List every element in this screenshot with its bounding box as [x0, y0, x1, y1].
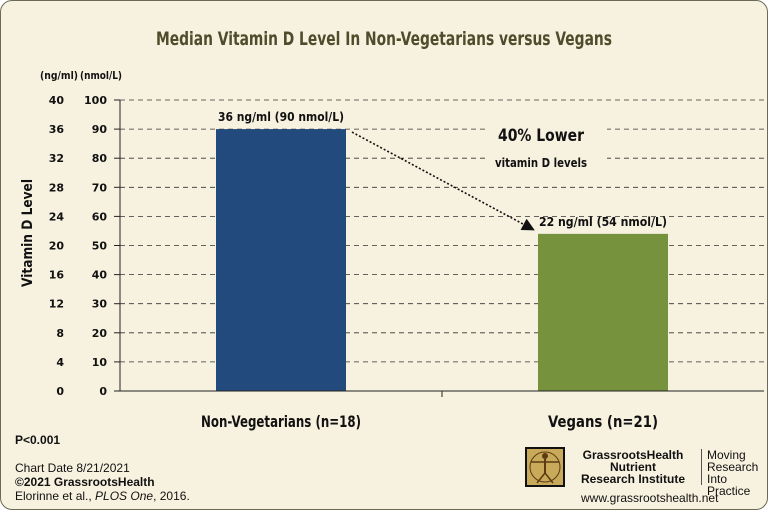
organization-name: GrassrootsHealth Nutrient Research Insti…: [569, 449, 697, 485]
vitruvian-man-icon: [527, 449, 563, 485]
chart-title: Median Vitamin D Level In Non-Vegetarian…: [156, 28, 612, 50]
y-tick-label-nmol: 20: [92, 327, 108, 340]
annotation-headline: 40% Lower: [498, 126, 584, 146]
bar-vegans: [538, 233, 668, 391]
citation: Elorinne et al., PLOS One, 2016.: [15, 489, 190, 503]
annotation-subline: vitamin D levels: [495, 156, 587, 170]
y-tick-label-ng: 36: [49, 123, 65, 136]
tagline-line: Research: [707, 460, 759, 474]
y-tick-label-nmol: 10: [92, 356, 108, 369]
y-tick-label-nmol: 30: [92, 298, 108, 311]
y-tick-label-nmol: 50: [92, 240, 108, 253]
y-tick-label-ng: 40: [49, 94, 65, 107]
y-tick-label-nmol: 100: [84, 94, 107, 107]
tagline-line: Into Practice: [707, 472, 751, 498]
website-url: www.grassrootshealth.net: [581, 491, 719, 505]
copyright: ©2021 GrassrootsHealth: [15, 475, 155, 489]
y-tick-label-ng: 28: [49, 181, 64, 194]
data-label-vegans: 22 ng/ml (54 nmol/L): [539, 215, 667, 229]
category-label-non-vegetarians: Non-Vegetarians (n=18): [201, 412, 361, 431]
tagline-line: Moving: [707, 448, 746, 462]
y-tick-label-ng: 4: [56, 356, 64, 369]
organization-logo-block: GrassrootsHealth Nutrient Research Insti…: [525, 447, 761, 497]
y-tick-label-nmol: 40: [92, 269, 108, 282]
bar-non-vegetarians: [216, 129, 346, 391]
category-label-vegans: Vegans (n=21): [548, 412, 658, 431]
p-value: P<0.001: [15, 433, 61, 447]
y-tick-label-ng: 12: [49, 298, 64, 311]
data-label-non-vegetarians: 36 ng/ml (90 nmol/L): [218, 110, 344, 124]
org-name-line: Nutrient: [610, 460, 656, 474]
y-tick-label-nmol: 80: [92, 152, 108, 165]
citation-year: , 2016.: [153, 489, 190, 503]
y-tick-label-nmol: 90: [92, 123, 108, 136]
chart-date: Chart Date 8/21/2021: [15, 461, 130, 475]
vitruvian-man-logo: [525, 447, 565, 487]
y-tick-label-nmol: 0: [99, 385, 107, 398]
logo-divider: [701, 449, 702, 485]
y-tick-label-nmol: 70: [92, 181, 108, 194]
citation-authors: Elorinne et al.,: [15, 489, 96, 503]
citation-journal: PLOS One: [95, 489, 154, 503]
y-tick-label-nmol: 60: [92, 210, 108, 223]
org-name-line: Research Institute: [580, 472, 686, 486]
y-tick-label-ng: 24: [49, 210, 65, 223]
y-tick-label-ng: 32: [49, 152, 64, 165]
organization-tagline: Moving Research Into Practice: [707, 449, 761, 497]
bars: [216, 129, 668, 391]
y-tick-label-ng: 16: [49, 269, 65, 282]
y-axis-unit-nmol: (nmol/L): [80, 69, 122, 82]
y-axis-label: Vitamin D Level: [20, 179, 36, 287]
y-axis-unit-ng: (ng/ml): [40, 69, 78, 82]
y-tick-label-ng: 20: [49, 240, 65, 253]
y-tick-label-ng: 8: [56, 327, 64, 340]
y-tick-label-ng: 0: [56, 385, 64, 398]
annotation-backdrop: [485, 119, 607, 181]
y-ticks: 0 0 10 4 20 8 30 12 40 16 50 20 60 24 70 28 80 32 90 36 100 4…: [49, 94, 120, 398]
org-name-line: GrassrootsHealth: [582, 448, 684, 462]
